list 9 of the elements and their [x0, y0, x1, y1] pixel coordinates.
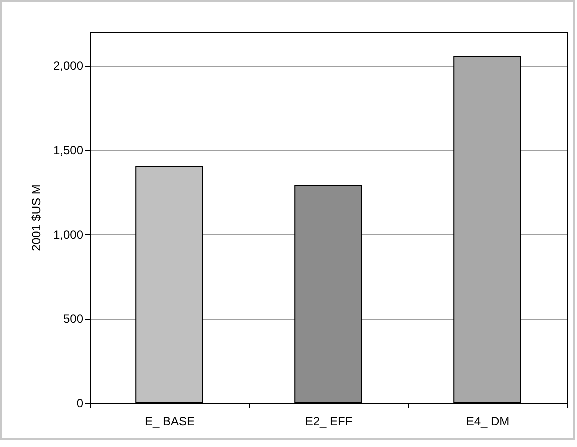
y-axis-title: 2001 $US M [29, 184, 44, 252]
y-tick-label: 500 [63, 312, 84, 326]
y-tick-label: 1,500 [53, 144, 84, 158]
y-tick-label: 2,000 [53, 59, 84, 74]
x-tick-label: E_ BASE [144, 414, 196, 428]
y-tick-label: 1,000 [53, 228, 84, 242]
x-tick-label: E4_ DM [466, 414, 510, 428]
y-tick-label: 0 [76, 396, 84, 410]
x-tick-label: E2_ EFF [305, 414, 353, 428]
